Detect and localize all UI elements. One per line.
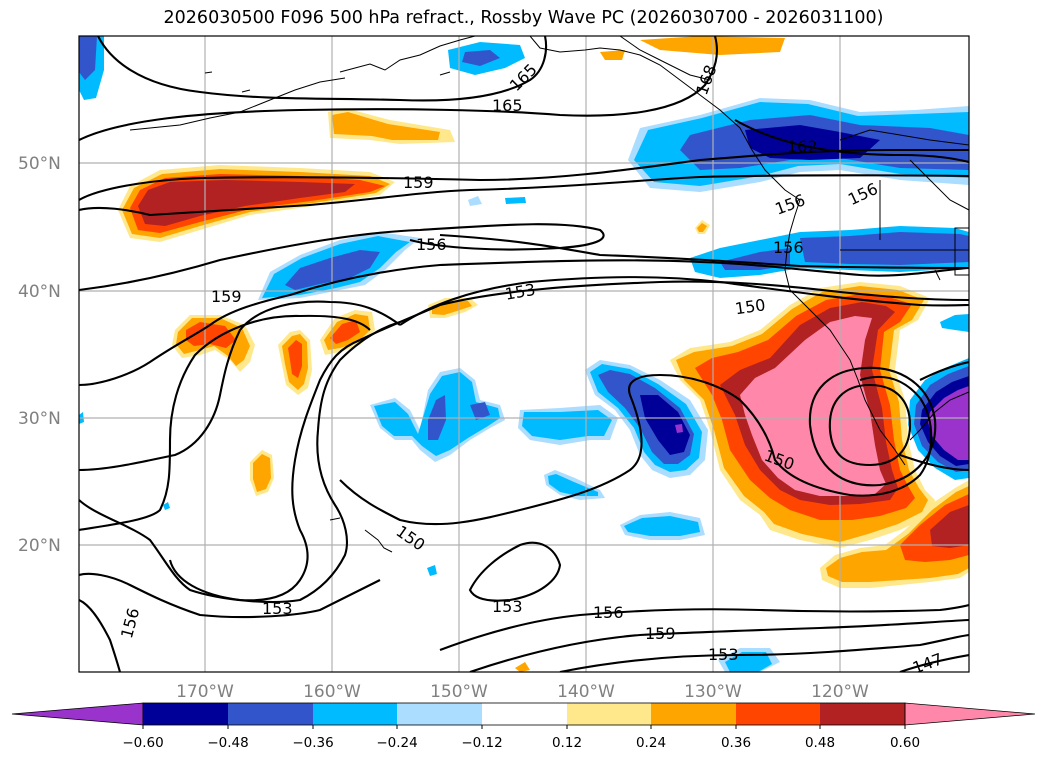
colorbar-tick-label: −0.60 xyxy=(122,735,163,751)
lat-label: 40°N xyxy=(18,282,61,302)
colorbar-upper-extend xyxy=(904,702,1036,726)
colorbar-lower-extend xyxy=(11,702,144,726)
contour-label: 150 xyxy=(734,295,767,318)
contour-label: 153 xyxy=(262,599,293,618)
contour-label: 159 xyxy=(403,173,434,192)
colorbar-segment xyxy=(482,703,567,725)
map-frame xyxy=(78,35,970,673)
contour-label: 156 xyxy=(416,235,447,254)
colorbar-segment xyxy=(651,703,736,725)
colorbar-tick-label: 0.24 xyxy=(636,735,666,751)
lat-label: 30°N xyxy=(18,409,61,429)
colorbar-segment xyxy=(228,703,313,725)
colorbar-segment xyxy=(567,703,651,725)
lon-label: 150°W xyxy=(430,682,488,702)
lon-label: 160°W xyxy=(303,682,361,702)
lon-label: 120°W xyxy=(811,682,869,702)
contour-label: 162 xyxy=(787,137,818,156)
contour-label: 153 xyxy=(492,597,523,616)
colorbar-segment xyxy=(397,703,482,725)
colorbar: −0.60 −0.48 −0.36 −0.24 −0.12 0.12 0.24 … xyxy=(11,702,1036,751)
contour-lines xyxy=(79,36,969,672)
lon-label: 130°W xyxy=(684,682,742,702)
contour-label: 156 xyxy=(773,238,804,257)
colorbar-tick-label: −0.36 xyxy=(292,735,333,751)
colorbar-tick-label: 0.36 xyxy=(721,735,751,751)
latitude-labels: 50°N 40°N 30°N 20°N xyxy=(18,154,61,556)
map-title: 2026030500 F096 500 hPa refract., Rossby… xyxy=(163,8,884,28)
colorbar-tick-label: 0.48 xyxy=(805,735,835,751)
contour-label: 156 xyxy=(593,603,624,622)
colorbar-tick-label: −0.12 xyxy=(461,735,502,751)
lat-label: 20°N xyxy=(18,536,61,556)
contour-label: 159 xyxy=(211,287,242,306)
contour-label: 153 xyxy=(708,645,739,664)
anomaly-blob-topleft xyxy=(79,36,104,100)
contour-label: 165 xyxy=(492,96,523,115)
anomaly-blob-california xyxy=(670,282,935,548)
lon-label: 140°W xyxy=(557,682,615,702)
lat-label: 50°N xyxy=(18,154,61,174)
colorbar-tick-label: 0.60 xyxy=(890,735,920,751)
colorbar-segment xyxy=(143,703,228,725)
map-plot-area: 165 165 168 162 159 159 156 156 156 156 … xyxy=(79,36,969,672)
colorbar-tick-label: 0.12 xyxy=(552,735,582,751)
colorbar-segment xyxy=(820,703,905,725)
anomaly-blob-mexico xyxy=(820,480,969,588)
contour-label: 159 xyxy=(645,624,676,643)
colorbar-segment xyxy=(313,703,397,725)
lon-label: 170°W xyxy=(176,682,234,702)
anomaly-blob-nw-red xyxy=(118,165,395,242)
longitude-labels: 170°W 160°W 150°W 140°W 130°W 120°W xyxy=(176,682,869,702)
colorbar-tick-label: −0.48 xyxy=(207,735,248,751)
colorbar-segment xyxy=(736,703,820,725)
colorbar-tick-label: −0.24 xyxy=(376,735,417,751)
